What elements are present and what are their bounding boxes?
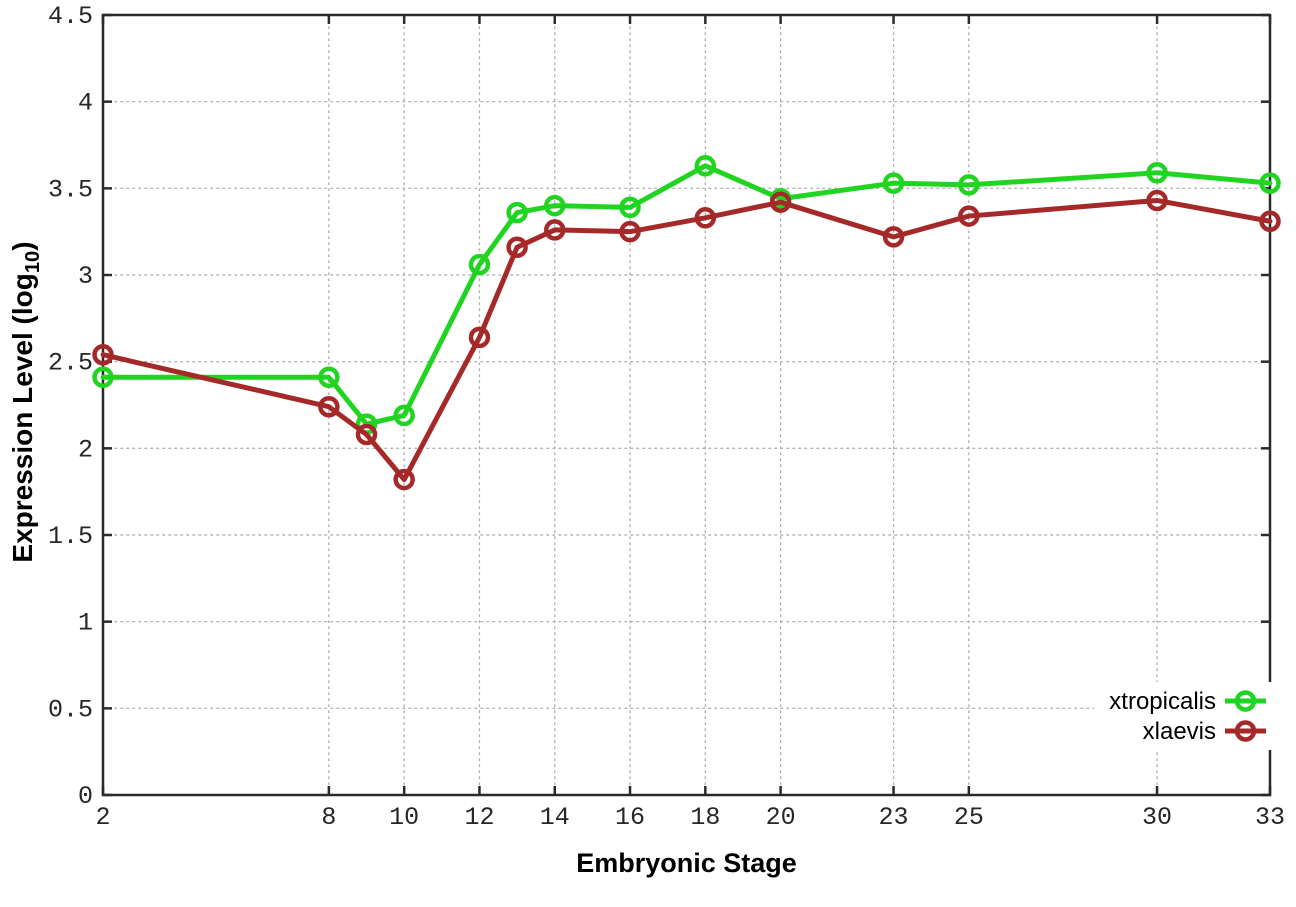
legend-label-xlaevis: xlaevis [1143, 718, 1216, 745]
y-tick-label-4.5: 4.5 [48, 2, 93, 31]
legend-label-xtropicalis: xtropicalis [1109, 688, 1216, 715]
marker-xlaevis-30 [1146, 189, 1168, 212]
marker-xlaevis-8 [318, 395, 340, 418]
marker-xtropicalis-25 [958, 174, 980, 196]
marker-xtropicalis-8 [318, 366, 340, 389]
marker-xlaevis-16 [619, 220, 641, 243]
marker-xtropicalis-12 [468, 253, 491, 276]
marker-xlaevis-33 [1259, 210, 1281, 233]
marker-xtropicalis-10 [393, 404, 415, 427]
y-axis-title-subscript: 10 [21, 250, 44, 274]
x-tick-label-33: 33 [1255, 803, 1285, 832]
y-tick-label-2.5: 2.5 [48, 349, 93, 378]
marker-xtropicalis-33 [1259, 172, 1281, 194]
plot-border [101, 13, 1272, 797]
x-tick-label-14: 14 [540, 803, 570, 832]
gridlines [102, 14, 1271, 796]
x-tick-label-18: 18 [690, 803, 720, 832]
x-tick-label-10: 10 [389, 803, 419, 832]
y-axis-title-suffix: ) [7, 241, 39, 251]
marker-xlaevis-23 [882, 226, 905, 248]
tick-labels: 2 8 10 12 14 16 18 20 23 25 30 33 0 0.5 1 1.5 2 2.5 3 3.5 4 4… [48, 2, 1285, 832]
marker-xlaevis-13 [506, 236, 528, 259]
x-tick-label-2: 2 [95, 803, 110, 832]
y-axis-title: Expression Level (log10) [7, 241, 45, 562]
marker-xlaevis-2 [92, 343, 114, 366]
marker-xtropicalis-16 [619, 196, 641, 219]
y-tick-label-2: 2 [78, 435, 93, 464]
x-tick-label-20: 20 [766, 803, 796, 832]
marker-xlaevis-18 [694, 207, 717, 229]
marker-xlaevis-12 [468, 326, 491, 349]
marker-xtropicalis-23 [882, 172, 905, 194]
x-tick-label-23: 23 [879, 803, 909, 832]
x-tick-label-30: 30 [1142, 803, 1172, 832]
marker-xlaevis-20 [769, 191, 792, 213]
y-tick-label-3.5: 3.5 [48, 175, 93, 204]
x-tick-label-25: 25 [954, 803, 984, 832]
y-tick-label-0: 0 [78, 782, 93, 811]
x-tick-label-12: 12 [464, 803, 494, 832]
y-tick-label-1.5: 1.5 [48, 522, 93, 551]
marker-xlaevis-25 [958, 205, 980, 227]
legend-marker-xtropicalis [1234, 690, 1257, 712]
marker-xtropicalis-13 [506, 201, 528, 224]
tick-marks [101, 13, 1272, 797]
marker-xtropicalis-18 [694, 155, 717, 177]
marker-xtropicalis-2 [92, 366, 114, 389]
legend-marker-xlaevis [1234, 720, 1257, 742]
marker-xtropicalis-14 [543, 194, 566, 217]
series-line-xlaevis [100, 197, 1273, 483]
x-tick-label-16: 16 [615, 803, 645, 832]
y-tick-label-4: 4 [78, 89, 93, 118]
marker-xlaevis-10 [393, 468, 415, 491]
marker-xtropicalis-30 [1146, 161, 1168, 184]
x-tick-label-8: 8 [321, 803, 336, 832]
y-tick-label-0.5: 0.5 [48, 695, 93, 724]
y-tick-label-1: 1 [78, 609, 93, 638]
y-tick-label-3: 3 [78, 262, 93, 291]
marker-xlaevis-14 [543, 219, 566, 241]
marker-xlaevis-9 [355, 423, 378, 446]
series-xtropicalis [92, 155, 1281, 435]
y-axis-title-text: Expression Level (log [7, 273, 39, 563]
series-xlaevis [92, 189, 1281, 491]
x-axis-title: Embryonic Stage [576, 848, 797, 878]
legend: xtropicalis xlaevis [1094, 682, 1272, 750]
